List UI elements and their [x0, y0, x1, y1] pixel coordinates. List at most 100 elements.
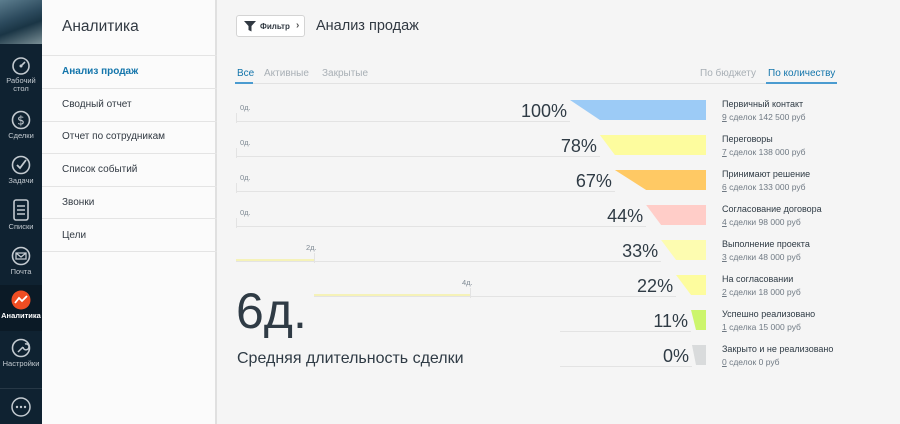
- tab-closed[interactable]: Закрытые: [322, 68, 369, 79]
- user-avatar[interactable]: [0, 0, 42, 44]
- avg-deal-duration-value: 6д.: [236, 283, 307, 339]
- stage-deal-count-link[interactable]: 9: [722, 112, 727, 122]
- funnel-segment-fill: [692, 345, 706, 365]
- wrench-icon: [11, 338, 31, 358]
- tab-active-indicator: [235, 82, 253, 84]
- stage-percent: 33%: [622, 241, 659, 261]
- funnel-segment[interactable]: [570, 205, 708, 225]
- stage-percent: 78%: [560, 136, 597, 156]
- nav-label: Сделки: [8, 131, 34, 140]
- stage-name: На согласовании: [722, 274, 794, 284]
- stage-row-tick: [236, 148, 237, 158]
- tab-all[interactable]: Все: [237, 68, 255, 79]
- stage-row-tick: [236, 113, 237, 123]
- filter-label: Фильтр: [260, 22, 290, 31]
- chevron-right-icon: ›: [296, 20, 300, 31]
- divider: [42, 186, 217, 187]
- stage-name: Выполнение проекта: [722, 239, 810, 249]
- funnel-segment-fill: [614, 170, 706, 190]
- stage-name: Согласование договора: [722, 204, 822, 214]
- funnel-segment[interactable]: [570, 135, 708, 155]
- stage-percent: 44%: [607, 206, 644, 226]
- funnel-segment-fill: [661, 240, 706, 260]
- stage-duration-bar: [236, 259, 314, 262]
- nav-settings[interactable]: Настройки: [0, 333, 42, 379]
- tab-active[interactable]: Активные: [264, 68, 309, 79]
- menu-item-summary-report[interactable]: Сводный отчет: [62, 99, 132, 110]
- stage-name: Переговоры: [722, 134, 773, 144]
- nav-dashboard[interactable]: Рабочий стол: [0, 52, 42, 98]
- stage-deal-summary: сделок 138 000 руб: [726, 147, 806, 157]
- stage-row-tick: [236, 183, 237, 193]
- nav-label: Аналитика: [1, 311, 41, 320]
- divider: [42, 251, 217, 252]
- nav-tasks[interactable]: Задачи: [0, 150, 42, 196]
- funnel-segment[interactable]: [570, 170, 708, 190]
- nav-analytics[interactable]: Аналитика: [0, 285, 42, 331]
- main-nav-rail: Рабочий стол $ Сделки Задачи Списки Почт…: [0, 0, 42, 424]
- stage-deal-count-link[interactable]: 3: [722, 252, 727, 262]
- tab-active-indicator: [766, 82, 837, 84]
- menu-item-goals[interactable]: Цели: [62, 230, 87, 241]
- stage-deal-summary: сделок 133 000 руб: [726, 182, 806, 192]
- stage-name: Первичный контакт: [722, 99, 804, 109]
- menu-item-sales-analysis[interactable]: Анализ продаж: [62, 66, 139, 77]
- tab-by-budget[interactable]: По бюджету: [700, 68, 756, 79]
- divider: [42, 153, 217, 154]
- tabs-divider: [235, 83, 837, 84]
- stage-duration-label: 0д.: [240, 208, 251, 217]
- stage-row-line: [236, 226, 647, 227]
- chat-button[interactable]: [0, 388, 42, 424]
- nav-lists[interactable]: Списки: [0, 194, 42, 240]
- stage-deal-count-link[interactable]: 0: [722, 357, 727, 367]
- analytics-menu: Аналитика Анализ продаж Сводный отчет От…: [42, 0, 217, 424]
- filter-button[interactable]: Фильтр ›: [236, 15, 305, 37]
- funnel-segment[interactable]: [570, 240, 708, 260]
- stage-deal-summary: сделки 18 000 руб: [726, 287, 801, 297]
- funnel-segment-fill: [646, 205, 706, 225]
- divider: [42, 121, 217, 122]
- stage-stats: 0 сделок 0 руб: [722, 357, 780, 367]
- nav-label: Почта: [10, 267, 32, 276]
- stage-row-line: [236, 261, 662, 262]
- dashboard-icon: [12, 57, 30, 75]
- stage-deal-count-link[interactable]: 1: [722, 322, 727, 332]
- page-title: Анализ продаж: [316, 18, 419, 34]
- stage-stats: 4 сделки 98 000 руб: [722, 217, 801, 227]
- stage-stats: 2 сделки 18 000 руб: [722, 287, 801, 297]
- stage-percent: 67%: [575, 171, 612, 191]
- funnel-segment-fill: [676, 275, 706, 295]
- stage-percent: 0%: [662, 346, 689, 366]
- stage-deal-count-link[interactable]: 4: [722, 217, 727, 227]
- stage-name: Успешно реализовано: [722, 309, 816, 319]
- funnel-segment[interactable]: [570, 275, 708, 295]
- funnel-segment-fill: [570, 100, 706, 120]
- analytics-icon: [11, 290, 31, 310]
- tab-by-count[interactable]: По количеству: [768, 68, 836, 79]
- nav-deals[interactable]: $ Сделки: [0, 105, 42, 151]
- funnel-segment[interactable]: [570, 345, 708, 365]
- stage-percent: 22%: [637, 276, 674, 296]
- nav-label: Рабочий стол: [6, 76, 36, 93]
- funnel-segment[interactable]: [570, 310, 708, 330]
- nav-mail[interactable]: Почта: [0, 241, 42, 287]
- stage-row-line: [236, 156, 600, 157]
- avg-deal-duration-caption: Средняя длительность сделки: [237, 350, 464, 367]
- menu-item-events-list[interactable]: Список событий: [62, 164, 138, 175]
- stage-deal-count-link[interactable]: 2: [722, 287, 727, 297]
- stage-deal-count-link[interactable]: 7: [722, 147, 727, 157]
- stage-deal-summary: сделки 98 000 руб: [726, 217, 801, 227]
- stage-row-line: [236, 191, 615, 192]
- stage-row-tick: [236, 218, 237, 228]
- stage-duration-label: 0д.: [240, 138, 251, 147]
- stage-duration-label: 0д.: [240, 103, 251, 112]
- menu-item-calls[interactable]: Звонки: [62, 197, 95, 208]
- stage-deal-count-link[interactable]: 6: [722, 182, 727, 192]
- mail-icon: [11, 246, 31, 266]
- menu-title: Аналитика: [62, 18, 139, 35]
- stage-percent: 100%: [520, 101, 567, 121]
- funnel-segment[interactable]: [570, 100, 708, 120]
- svg-text:$: $: [17, 114, 25, 128]
- menu-item-employee-report[interactable]: Отчет по сотрудникам: [62, 131, 166, 142]
- check-icon: [11, 155, 31, 175]
